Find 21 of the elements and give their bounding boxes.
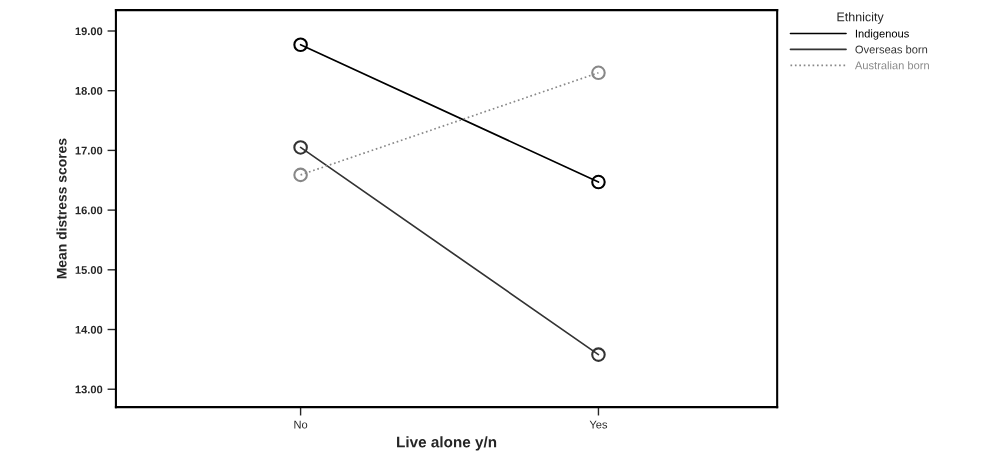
y-tick-label: 13.00 bbox=[75, 385, 103, 394]
text: Australian born bbox=[854, 61, 929, 70]
x-tick-label: No bbox=[294, 420, 308, 429]
point bbox=[591, 65, 606, 81]
x-axis-title: Live alone y/n bbox=[397, 436, 497, 451]
y-tick-label: 18.00 bbox=[75, 86, 103, 95]
text: Indigenous bbox=[855, 29, 909, 40]
point bbox=[591, 174, 606, 190]
y-tick-label: 17.00 bbox=[75, 146, 103, 155]
text: Overseas born bbox=[855, 45, 928, 54]
x-tick-label: Yes bbox=[589, 420, 608, 429]
point bbox=[293, 140, 308, 155]
y-tick-label: 15.00 bbox=[75, 266, 103, 274]
point bbox=[293, 37, 308, 53]
y-axis-title: Mean distress scores bbox=[56, 138, 67, 279]
y-tick-label: 14.00 bbox=[75, 325, 103, 334]
y-tick-label: 16.00 bbox=[75, 206, 103, 215]
y-tick-label: 19.00 bbox=[75, 27, 103, 36]
point bbox=[591, 347, 606, 362]
point bbox=[293, 167, 308, 183]
legend-title: Ethnicity bbox=[837, 12, 884, 24]
